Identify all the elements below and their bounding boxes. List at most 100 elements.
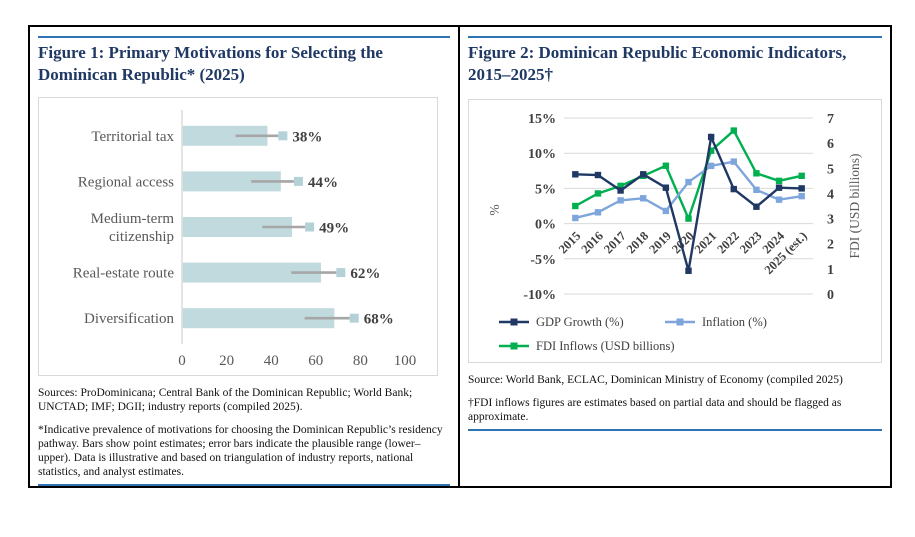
bar [182, 170, 281, 191]
data-point-marker [617, 196, 624, 204]
right-tick-label: 3 [827, 212, 834, 227]
figure2-title: Figure 2: Dominican Republic Economic In… [468, 36, 882, 86]
error-upper-marker [293, 176, 303, 186]
x-tick-label: 100 [394, 353, 417, 369]
category-label: Medium-term citizenship [91, 211, 175, 245]
figure1-panel: Figure 1: Primary Motivations for Select… [30, 27, 460, 486]
right-axis-title: FDI (USD billions) [847, 153, 862, 258]
right-tick-label: 6 [827, 137, 834, 152]
x-axis-label: 2017 [601, 228, 629, 256]
data-point-marker [685, 267, 692, 274]
category-label: Regional access [78, 174, 174, 190]
data-point-marker [685, 178, 692, 185]
figure1-title: Figure 1: Primary Motivations for Select… [38, 36, 450, 86]
bar-value-label: 49% [319, 220, 349, 236]
data-point-marker [594, 208, 602, 216]
left-tick-label: 10% [528, 147, 556, 162]
x-tick-label: 80 [353, 353, 368, 369]
data-point-marker [753, 203, 760, 210]
bar-value-label: 38% [292, 129, 322, 145]
figure1-chart: 38% Territorial tax 44% Regional access 49% M… [38, 96, 438, 376]
x-tick-label: 20 [219, 353, 234, 369]
data-point-marker [685, 214, 692, 222]
right-tick-label: 2 [827, 237, 834, 252]
data-point-marker [775, 195, 783, 203]
data-point-marker [572, 214, 579, 221]
x-axis-label: 2015 [556, 228, 584, 256]
bar-value-label: 44% [308, 174, 338, 190]
data-point-marker [572, 170, 579, 178]
x-axis-label: 2018 [624, 228, 652, 256]
figure1-footnote: *Indicative prevalence of motivations fo… [38, 423, 450, 486]
data-point-marker [640, 194, 647, 201]
left-tick-label: -5% [530, 252, 556, 267]
figure2-source: Source: World Bank, ECLAC, Dominican Min… [468, 373, 843, 386]
data-point-marker [662, 162, 670, 169]
figure2-footnote: †FDI inflows figures are estimates based… [468, 396, 882, 431]
figures-table: Figure 1: Primary Motivations for Select… [28, 25, 892, 488]
x-axis-label: 2019 [646, 228, 674, 256]
category-label: Diversification [84, 311, 174, 327]
bar [182, 262, 321, 283]
error-upper-marker [305, 222, 315, 231]
data-point-marker [730, 126, 737, 134]
figure1-bar-chart-svg: 38% Territorial tax 44% Regional access 49% M… [73, 109, 417, 369]
right-tick-label: 4 [827, 187, 834, 202]
right-tick-label: 7 [827, 112, 834, 127]
legend-label: GDP Growth (%) [536, 315, 624, 329]
error-upper-marker [349, 313, 359, 323]
x-tick-label: 0 [178, 353, 186, 369]
figure2-panel: Figure 2: Dominican Republic Economic In… [460, 27, 890, 486]
x-axis-label: 2016 [578, 228, 606, 256]
data-point-marker [798, 184, 805, 192]
left-tick-label: 0% [535, 217, 556, 232]
left-tick-label: -10% [523, 288, 556, 303]
legend-label: Inflation (%) [702, 315, 767, 329]
data-point-marker [775, 183, 783, 191]
legend-label: FDI Inflows (USD billions) [536, 339, 675, 353]
bar-value-label: 62% [350, 266, 380, 282]
data-point-marker [707, 162, 715, 169]
bar-value-label: 68% [364, 311, 394, 327]
category-label: Territorial tax [91, 128, 174, 144]
data-point-marker [617, 182, 624, 189]
data-point-marker [753, 186, 760, 193]
data-point-marker [753, 169, 760, 177]
x-tick-label: 40 [264, 353, 279, 369]
data-point-marker [798, 172, 805, 179]
data-point-marker [730, 157, 737, 165]
left-tick-label: 5% [535, 182, 556, 197]
figure2-chart: 15% 10% 5% 0% -5% -10% 7 6 5 4 3 2 1 0% FDI (USD billi… [468, 98, 882, 363]
data-point-marker [798, 192, 805, 199]
left-tick-label: 15% [528, 112, 556, 127]
right-tick-label: 5 [827, 162, 834, 177]
x-tick-label: 60 [308, 353, 323, 369]
right-tick-label: 1 [827, 262, 834, 277]
legend-marker [676, 318, 684, 325]
left-axis-title: % [487, 204, 502, 215]
data-point-marker [572, 202, 579, 209]
data-point-marker [662, 183, 670, 191]
data-point-marker [707, 133, 715, 140]
category-label: Real-estate route [73, 265, 175, 281]
x-axis-label: 2023 [737, 228, 765, 256]
legend-marker [510, 318, 518, 325]
bar [182, 216, 292, 237]
x-axis-label: 2022 [714, 228, 742, 256]
data-point-marker [594, 189, 602, 197]
legend-marker [510, 342, 518, 349]
error-upper-marker [278, 130, 288, 140]
data-point-marker [707, 146, 715, 154]
right-tick-label: 0 [827, 288, 834, 303]
data-point-marker [594, 171, 602, 178]
error-upper-marker [336, 267, 346, 277]
data-point-marker [775, 177, 783, 184]
figure1-sources: Sources: ProDominicana; Central Bank of … [38, 386, 413, 413]
data-point-marker [617, 186, 624, 194]
bar [182, 307, 335, 328]
data-point-marker [662, 207, 670, 214]
data-point-marker [730, 185, 737, 192]
data-point-marker [640, 170, 647, 178]
bar [182, 125, 268, 146]
